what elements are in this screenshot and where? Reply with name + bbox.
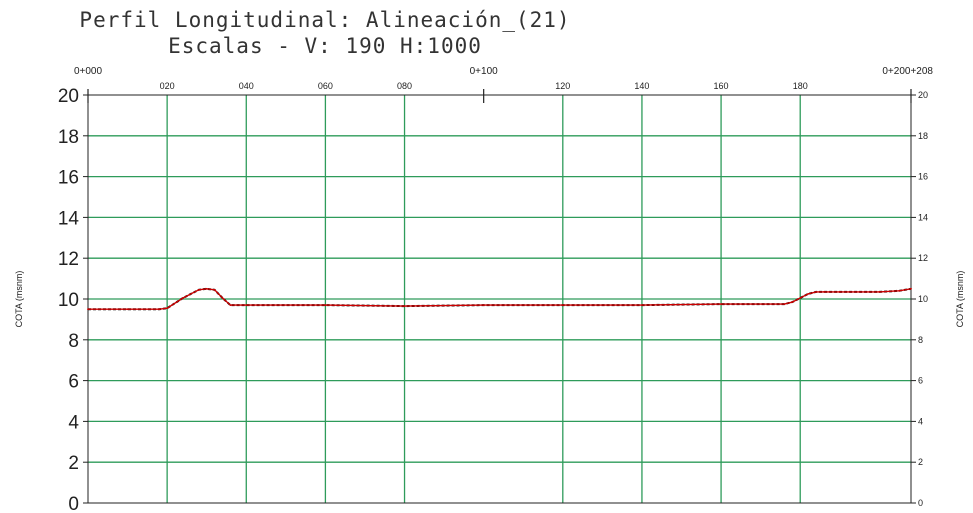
profile-point (182, 297, 184, 299)
y-tick-label-left: 4 (68, 412, 79, 433)
profile-point (221, 297, 224, 299)
y-axis-label-left: COTA (msnm) (14, 271, 24, 328)
y-tick-label-right: 0 (918, 498, 923, 508)
profile-point (561, 304, 564, 307)
grid (88, 95, 911, 503)
profile-point (205, 287, 208, 290)
x-tick-label: 140 (634, 81, 649, 91)
x-tick-label: 180 (793, 81, 808, 91)
x-tick-label: 120 (555, 81, 570, 91)
y-tick-label-right: 6 (918, 376, 923, 386)
x-tick-label: 040 (239, 81, 254, 91)
profile-point (158, 308, 161, 311)
profile-point (482, 304, 485, 307)
profile-point (166, 307, 169, 310)
profile-point (823, 290, 825, 293)
y-tick-label-left: 12 (58, 249, 79, 270)
x-tick-label: 160 (714, 81, 729, 91)
y-tick-label-left: 20 (58, 86, 79, 107)
profile-point (898, 289, 901, 292)
x-tick-label: 0+200+208 (882, 66, 933, 77)
profile-point (815, 290, 817, 293)
x-tick-label: 020 (160, 81, 175, 91)
profile-point (910, 287, 912, 290)
profile-point (878, 290, 881, 293)
y-tick-label-right: 14 (918, 212, 928, 222)
y-tick-label-left: 2 (68, 453, 79, 474)
y-tick-label-left: 16 (58, 168, 79, 189)
y-tick-label-right: 16 (918, 172, 928, 182)
profile-point (783, 303, 786, 305)
profile-point (87, 308, 89, 311)
profile-point (807, 293, 810, 295)
y-tick-label-right: 18 (918, 131, 928, 141)
x-axis: 0+000 020 040 060 080 0+100 120 140 160 180 0+200+… (74, 66, 933, 103)
y-tick-label-left: 0 (68, 494, 79, 513)
profile-point (791, 301, 794, 303)
y-tick-label-right: 8 (918, 335, 923, 345)
y-tick-label-right: 2 (918, 457, 923, 467)
chart-title: Perfil Longitudinal: Alineación_(21) (79, 8, 571, 32)
profile-point (197, 288, 200, 291)
y-tick-label-left: 14 (58, 208, 80, 229)
x-tick-label: 0+100 (470, 66, 499, 77)
x-tick-label: 080 (397, 81, 412, 91)
profile-point (245, 304, 248, 307)
profile-point (720, 303, 722, 305)
y-tick-label-right: 12 (918, 253, 928, 263)
y-tick-label-right: 20 (918, 90, 928, 100)
y-axis-label-right: COTA (msnm) (955, 271, 965, 328)
y-axis: 0 0 2 2 4 4 6 6 8 8 10 10 12 12 14 14 16 16 18 18 20 20 (58, 86, 928, 513)
profile-point (229, 304, 232, 307)
profile-point (641, 304, 643, 307)
profile-point (838, 290, 841, 293)
y-tick-label-right: 10 (918, 294, 928, 304)
series-layer (87, 287, 912, 311)
chart-subtitle: Escalas - V: 190 H:1000 (168, 34, 482, 58)
x-tick-label: 060 (318, 81, 333, 91)
y-tick-label-left: 8 (68, 331, 79, 352)
y-tick-label-right: 4 (918, 416, 923, 426)
y-tick-label-left: 6 (68, 372, 79, 393)
profile-point (324, 304, 327, 307)
profile-point (126, 308, 129, 311)
x-tick-label: 0+000 (74, 66, 103, 77)
profile-point (213, 288, 216, 291)
y-tick-label-left: 18 (58, 127, 79, 148)
y-tick-label-left: 10 (58, 290, 79, 311)
profile-point (799, 297, 802, 299)
profile-point (403, 305, 406, 308)
